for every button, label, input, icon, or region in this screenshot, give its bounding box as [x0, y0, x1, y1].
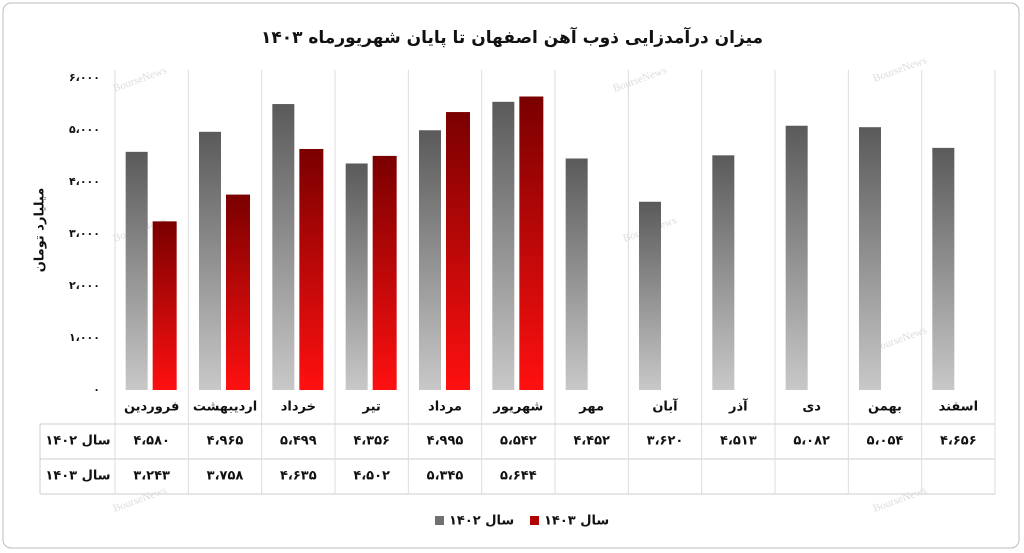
x-tick-label: آذر — [728, 398, 748, 415]
x-tick-label: خرداد — [281, 400, 316, 415]
legend-label: سال ۱۴۰۳ — [544, 514, 609, 529]
bar — [639, 201, 661, 390]
x-tick-label: تیر — [362, 400, 381, 415]
x-tick-label: آبان — [652, 398, 678, 415]
legend-swatch — [530, 516, 539, 525]
chart-title: میزان درآمدزایی ذوب آهن اصفهان تا پایان … — [261, 26, 763, 48]
bar — [785, 125, 808, 391]
x-tick-label: اسفند — [939, 400, 978, 415]
bar — [345, 163, 368, 390]
bar — [859, 127, 881, 390]
x-tick-label: اردیبهشت — [193, 400, 257, 415]
x-tick-label: بهمن — [868, 400, 902, 415]
bar — [712, 155, 735, 390]
table-cell: ۴،۵۱۳ — [720, 434, 757, 449]
table-cell: ۴،۹۶۵ — [207, 434, 244, 449]
bar — [565, 158, 588, 390]
y-tick-label: ۳،۰۰۰ — [69, 227, 100, 240]
data-table — [39, 423, 995, 495]
bar — [492, 101, 515, 390]
legend-label: سال ۱۴۰۲ — [449, 514, 514, 529]
bar — [446, 112, 470, 390]
y-tick-label: ۰ — [93, 383, 100, 396]
bar — [199, 131, 221, 390]
table-cell: ۳،۶۲۰ — [647, 434, 684, 449]
table-cell: ۴،۶۵۶ — [940, 434, 977, 449]
y-tick-label: ۱،۰۰۰ — [69, 331, 100, 344]
y-tick-label: ۵،۰۰۰ — [69, 123, 100, 136]
table-cell: ۴،۳۵۶ — [353, 434, 390, 449]
x-tick-label: شهریور — [492, 400, 543, 415]
x-tick-label: مهر — [578, 400, 604, 415]
x-tick-label: فروردین — [124, 400, 179, 415]
table-cell: ۵،۰۸۲ — [793, 434, 830, 449]
y-tick-label: ۴،۰۰۰ — [69, 175, 100, 188]
bar — [299, 148, 324, 390]
bar — [519, 96, 544, 391]
bar — [932, 147, 955, 390]
bar — [272, 104, 295, 390]
bar — [152, 221, 177, 390]
bar — [125, 151, 148, 390]
bar — [226, 194, 250, 390]
x-tick-label: دی — [802, 400, 821, 415]
table-cell: ۳،۷۵۸ — [207, 469, 244, 484]
y-tick-label: ۲،۰۰۰ — [69, 279, 100, 292]
table-cell: ۵،۶۴۴ — [500, 469, 537, 484]
table-cell: ۵،۵۴۲ — [500, 434, 537, 449]
y-axis-label: میلیارد تومان — [33, 188, 48, 273]
table-cell: ۴،۹۹۵ — [427, 434, 464, 449]
bar — [419, 130, 441, 390]
table-cell: ۵،۴۹۹ — [280, 434, 317, 449]
table-cell: ۴،۵۸۰ — [133, 434, 170, 449]
x-tick-label: مرداد — [428, 400, 462, 415]
table-cell: ۴،۴۵۲ — [573, 434, 610, 449]
table-cell: ۴،۶۳۵ — [280, 469, 317, 484]
table-cell: ۴،۵۰۲ — [353, 469, 390, 484]
legend-swatch — [435, 516, 444, 525]
table-row-label: سال ۱۴۰۳ — [45, 469, 110, 484]
table-cell: ۳،۲۴۳ — [133, 469, 170, 484]
table-cell: ۵،۰۵۴ — [867, 434, 904, 449]
table-cell: ۵،۳۴۵ — [427, 469, 464, 484]
y-tick-label: ۶،۰۰۰ — [69, 71, 100, 84]
table-row-label: سال ۱۴۰۲ — [45, 434, 110, 449]
bar — [372, 155, 397, 390]
